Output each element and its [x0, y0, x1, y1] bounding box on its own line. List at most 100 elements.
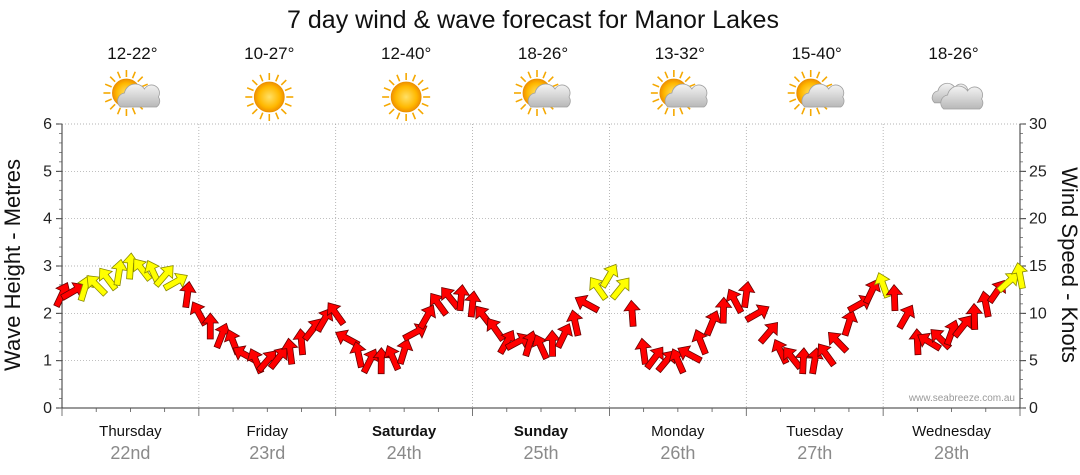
sun-ray — [793, 103, 800, 110]
sun-ray — [657, 76, 664, 83]
right-tick-label: 10 — [1029, 305, 1047, 322]
wind-arrow — [189, 301, 209, 327]
left-axis: 0 1 2 3 4 5 6 — [43, 116, 63, 417]
sun-ray — [657, 103, 664, 110]
sun-ray — [679, 71, 684, 79]
sun-ray — [104, 83, 112, 88]
wind-arrow — [623, 299, 641, 327]
wind-arrow — [841, 309, 859, 337]
cloud-icon — [931, 82, 984, 110]
wind-arrow — [644, 346, 664, 371]
sun-ray — [396, 112, 401, 120]
right-tick-label: 20 — [1029, 211, 1047, 228]
x-axis: Thursday 22nd Friday 23rd Saturday 24th Sunday… — [61, 407, 1021, 463]
wind-arrow — [153, 265, 174, 288]
sun-ray — [801, 107, 806, 115]
wind-arrow — [98, 267, 119, 292]
sun-ray — [388, 108, 395, 115]
sun-ray — [542, 71, 547, 79]
sun-ray — [515, 83, 523, 88]
sun-icon — [382, 73, 431, 121]
sun-ray — [520, 76, 527, 83]
cloud-shape — [527, 83, 571, 108]
grid-lines — [62, 123, 1020, 408]
wind-arrow — [917, 332, 943, 352]
wind-arrow — [554, 323, 573, 349]
day-name-label: Friday — [246, 423, 288, 440]
sun-ray — [284, 87, 292, 92]
sun-ray — [251, 79, 258, 86]
sun-ray — [801, 71, 806, 79]
cloud-shape — [664, 83, 708, 108]
temperature-label: 18-26° — [928, 44, 978, 63]
left-tick-label: 4 — [43, 211, 52, 228]
wind-arrow — [110, 258, 129, 287]
sun-icon — [245, 73, 294, 121]
wind-arrow — [383, 345, 402, 372]
sun-ray — [275, 74, 280, 82]
wind-arrow — [281, 337, 299, 365]
left-tick-label: 0 — [43, 400, 52, 417]
sun-ray — [821, 76, 828, 83]
sun-ray — [527, 71, 532, 79]
temperature-label: 12-40° — [381, 44, 431, 63]
cloud-shape — [940, 85, 984, 110]
sun-ray — [284, 102, 292, 107]
sun-ray — [246, 87, 254, 92]
sun-ray — [816, 107, 821, 115]
wind-arrow — [452, 284, 471, 312]
sun-ray — [280, 79, 287, 86]
sun-ray — [789, 98, 797, 103]
sun-ray — [104, 98, 112, 103]
temperature-label: 13-32° — [655, 44, 705, 63]
wind-arrow — [862, 278, 881, 305]
right-tick-label: 15 — [1029, 258, 1047, 275]
sun-ray — [515, 98, 523, 103]
wind-arrow — [691, 329, 709, 356]
wind-arrow — [655, 350, 676, 374]
sun-ray — [652, 98, 660, 103]
left-tick-label: 1 — [43, 353, 52, 370]
wind-arrow — [326, 302, 347, 327]
sun-cloud-icon — [650, 70, 708, 116]
day-name-label: Monday — [651, 423, 705, 440]
sun-ray — [388, 79, 395, 86]
wind-arrow — [714, 296, 733, 324]
day-name-label: Saturday — [372, 423, 437, 440]
day-name-label: Thursday — [99, 423, 162, 440]
day-date-label: 28th — [934, 443, 969, 463]
sun-ray — [520, 103, 527, 110]
wind-arrow — [896, 304, 915, 330]
wind-arrow — [574, 294, 600, 314]
sun-ray — [411, 112, 417, 120]
sun-ray — [109, 76, 116, 83]
sun-ray — [417, 108, 424, 115]
right-axis: 0 5 10 15 20 25 30 — [1019, 116, 1047, 417]
left-tick-label: 3 — [43, 258, 52, 275]
wind-arrow — [179, 280, 197, 309]
sun-ray — [109, 103, 116, 110]
wind-arrow — [965, 302, 984, 330]
sun-disc — [253, 81, 285, 113]
sun-ray — [547, 76, 554, 83]
wind-arrow — [885, 283, 904, 312]
sun-ray — [793, 76, 800, 83]
sun-ray — [396, 74, 401, 82]
wind-arrow — [757, 321, 778, 345]
temperature-label: 12-22° — [107, 44, 157, 63]
wind-arrow — [794, 347, 813, 375]
sun-ray — [684, 76, 691, 83]
sun-ray — [137, 76, 144, 83]
wind-arrow — [634, 337, 652, 365]
wind-arrow — [396, 338, 414, 366]
sun-ray — [383, 87, 391, 92]
sun-ray — [789, 83, 797, 88]
wind-arrow — [133, 258, 153, 282]
sun-ray — [652, 83, 660, 88]
wind-arrow — [360, 348, 379, 375]
wind-arrow — [349, 341, 367, 369]
sun-ray — [421, 102, 429, 107]
right-tick-label: 25 — [1029, 163, 1047, 180]
right-axis-title: Wind Speed - Knots — [1057, 167, 1080, 363]
chart-title: 7 day wind & wave forecast for Manor Lak… — [287, 6, 779, 34]
